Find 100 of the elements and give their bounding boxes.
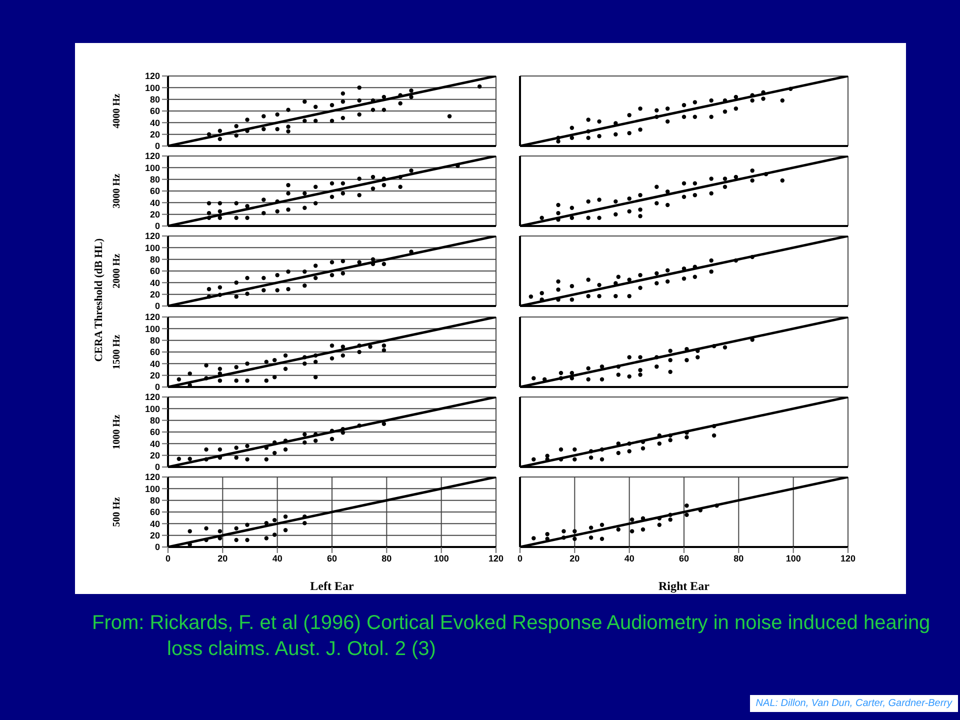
point xyxy=(734,258,738,263)
point xyxy=(283,514,288,519)
point xyxy=(283,528,288,532)
point xyxy=(204,526,208,530)
point xyxy=(245,361,250,366)
y-tick-label: 120 xyxy=(144,71,160,82)
point xyxy=(627,131,632,136)
point xyxy=(722,109,728,114)
point xyxy=(600,447,604,452)
point xyxy=(272,358,277,362)
point xyxy=(654,201,659,206)
point xyxy=(275,209,280,214)
point xyxy=(234,526,238,530)
point xyxy=(302,270,307,274)
point xyxy=(357,343,362,348)
point xyxy=(570,216,574,220)
point xyxy=(597,283,602,288)
point xyxy=(218,209,222,214)
point xyxy=(340,100,346,104)
y-axis-title: 4000 Hz xyxy=(112,93,123,128)
point xyxy=(382,183,386,188)
y-tick-label: 60 xyxy=(150,426,160,437)
point xyxy=(357,260,362,265)
point xyxy=(597,119,602,124)
point xyxy=(722,184,728,190)
point xyxy=(616,364,621,368)
point xyxy=(245,378,250,382)
point xyxy=(264,378,269,382)
point xyxy=(684,358,689,362)
point xyxy=(245,276,250,280)
point xyxy=(570,284,574,289)
point xyxy=(264,520,269,526)
point xyxy=(696,354,700,359)
y-tick-label: 60 xyxy=(150,186,160,196)
point xyxy=(409,168,414,173)
point xyxy=(286,208,290,212)
point xyxy=(218,371,222,376)
point xyxy=(734,175,738,180)
point xyxy=(330,118,334,124)
point xyxy=(286,287,290,292)
point xyxy=(630,517,634,522)
point xyxy=(370,175,376,180)
y-tick-label: 120 xyxy=(144,472,160,482)
y-tick-label: 20 xyxy=(150,370,160,380)
point xyxy=(245,444,250,448)
x-tick-label: 100 xyxy=(434,553,449,564)
y-tick-label: 60 xyxy=(150,106,160,116)
y-tick-label: 120 xyxy=(144,312,160,322)
point xyxy=(532,536,536,540)
point xyxy=(627,441,632,446)
point xyxy=(264,359,269,364)
point xyxy=(640,440,646,444)
point xyxy=(272,374,277,379)
y-tick-label: 100 xyxy=(144,323,160,334)
point xyxy=(600,536,604,541)
point xyxy=(750,178,754,183)
x-tick-label: 60 xyxy=(326,553,338,564)
point xyxy=(657,441,662,446)
point xyxy=(286,129,290,134)
point xyxy=(600,522,604,527)
point xyxy=(340,91,346,96)
y-tick-label: 80 xyxy=(150,174,160,185)
point xyxy=(657,516,662,521)
point xyxy=(330,181,334,186)
point xyxy=(330,356,334,360)
y-tick-label: 0 xyxy=(154,221,160,232)
point xyxy=(556,288,560,292)
point xyxy=(709,114,714,119)
point xyxy=(638,286,642,290)
point xyxy=(712,433,716,438)
point xyxy=(234,201,238,206)
point xyxy=(614,200,618,204)
x-axis-title: Right Ear xyxy=(658,579,710,593)
y-tick-label: 40 xyxy=(150,198,160,208)
point xyxy=(206,211,212,216)
point xyxy=(204,538,208,542)
point xyxy=(614,212,618,217)
point xyxy=(302,432,307,436)
point xyxy=(640,446,646,450)
point xyxy=(616,441,621,446)
point xyxy=(264,457,269,462)
point xyxy=(586,118,590,122)
point xyxy=(286,124,290,129)
y-tick-label: 20 xyxy=(150,450,160,460)
point xyxy=(722,176,728,182)
point xyxy=(572,529,577,534)
point xyxy=(218,529,222,534)
point xyxy=(286,183,290,188)
x-tick-label: 120 xyxy=(488,553,504,564)
point xyxy=(313,201,318,206)
point xyxy=(750,98,754,103)
y-tick-label: 20 xyxy=(150,290,160,300)
point xyxy=(283,447,288,452)
point xyxy=(206,287,212,292)
point xyxy=(302,440,307,444)
y-tick-label: 100 xyxy=(144,484,160,494)
point xyxy=(684,503,689,508)
point xyxy=(682,114,686,119)
point xyxy=(692,100,698,104)
point xyxy=(370,186,376,191)
